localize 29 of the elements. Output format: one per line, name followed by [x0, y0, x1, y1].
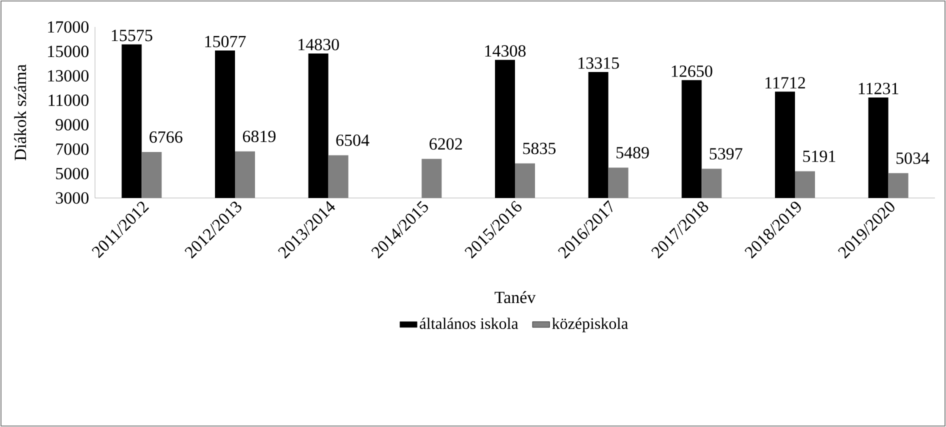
y-tick-label: 15000: [48, 46, 88, 58]
data-label: 5835: [523, 142, 556, 154]
y-tick-label: 3000: [56, 192, 88, 204]
data-label: 6766: [150, 131, 182, 143]
data-label: 6504: [336, 134, 370, 146]
y-tick-label: 11000: [48, 94, 88, 106]
x-axis-title: Tanév: [494, 291, 536, 304]
data-label: 5034: [896, 152, 930, 164]
data-label: 11712: [766, 77, 805, 88]
data-label: 5191: [803, 150, 836, 162]
y-tick-label: 5000: [56, 168, 88, 180]
legend-label: középiskola: [552, 318, 628, 332]
data-label: 11231: [858, 82, 898, 94]
data-label: 6202: [430, 138, 462, 150]
legend-label: általános iskola: [420, 318, 518, 329]
data-label: 13315: [578, 57, 619, 69]
y-tick-label: 9000: [56, 118, 88, 130]
data-label: 15575: [112, 30, 152, 42]
data-label: 14308: [485, 45, 526, 57]
y-tick-label: 7000: [56, 143, 88, 155]
data-label: 14830: [298, 38, 339, 50]
data-label: 6819: [242, 130, 276, 142]
y-tick-label: 13000: [48, 70, 88, 82]
data-label: 12650: [672, 65, 712, 77]
data-label: 15077: [205, 36, 246, 48]
data-label: 5397: [710, 148, 742, 160]
data-label: 5489: [616, 146, 649, 158]
y-axis-title: Diákok száma: [14, 64, 26, 160]
y-tick-label: 17000: [48, 21, 88, 33]
